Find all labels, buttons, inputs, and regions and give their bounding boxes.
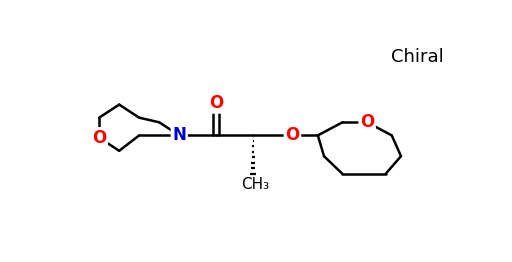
Text: O: O	[92, 129, 106, 147]
Text: CH₃: CH₃	[241, 177, 269, 192]
Text: O: O	[209, 94, 223, 112]
Text: O: O	[360, 113, 374, 131]
Text: N: N	[173, 126, 186, 144]
Text: Chiral: Chiral	[391, 48, 443, 66]
Text: O: O	[285, 126, 300, 144]
